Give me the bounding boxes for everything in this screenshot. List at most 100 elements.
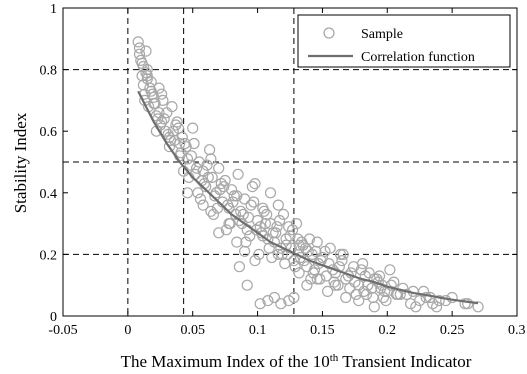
sample-point [459,298,471,310]
sample-point [440,295,452,307]
sample-point [283,221,295,233]
sample-point [358,285,370,297]
sample-point [280,233,292,245]
legend-curve-label: Correlation function [361,50,475,65]
sample-point [336,255,348,267]
sample-point [223,218,235,230]
sample-point [344,282,356,294]
sample-point [306,248,318,260]
sample-point [158,113,170,125]
legend: Sample Correlation function [297,14,511,68]
sample-point [340,291,352,304]
sample-point [237,208,249,220]
sample-point [384,264,396,276]
sample-point [355,264,367,276]
sample-point [181,187,194,199]
axis-ticks [62,7,518,317]
sample-point [250,224,262,236]
sample-point [462,298,474,310]
y-tick-label: 0.6 [40,125,58,140]
sample-point [301,261,313,273]
sample-point [201,159,213,171]
sample-point [301,279,313,291]
sample-point [303,233,316,245]
sample-point [206,171,218,183]
sample-point [215,178,227,190]
sample-point [472,301,484,313]
sample-point [324,242,336,254]
sample-point [288,291,300,304]
x-tick-label: 0.05 [180,323,205,338]
y-tick-label: 0.4 [40,187,58,202]
sample-point [218,181,230,193]
x-tick-label: 0.2 [379,323,397,338]
sample-point [205,153,217,165]
sample-point [363,267,375,279]
sample-point [427,298,439,310]
sample-point [289,261,301,273]
sample-point [249,178,261,190]
sample-point [254,298,266,310]
sample-point [253,248,265,260]
sample-point [193,156,205,168]
sample-point [194,193,207,205]
sample-point [284,230,296,242]
sample-point [233,214,245,227]
sample-point [240,236,252,248]
sample-point [264,218,277,230]
sample-point [259,218,271,230]
sample-point [431,301,443,313]
sample-point [172,122,184,134]
legend-box [297,14,511,68]
sample-point [376,279,388,291]
sample-point [271,221,283,233]
sample-point [227,196,239,208]
sample-point [148,97,160,110]
sample-point [204,144,216,156]
legend-sample-label: Sample [361,27,403,42]
x-tick-label: -0.05 [48,323,77,338]
sample-point [211,202,223,214]
sample-point [153,82,165,94]
sample-point [262,295,274,307]
sample-point [310,245,322,257]
sample-point [241,279,253,291]
sample-point [446,291,458,304]
y-tick-label: 0.2 [40,248,58,263]
sample-point [322,285,334,297]
sample-point [305,273,317,285]
sample-point [233,261,245,273]
sample-point [296,236,308,248]
y-tick-label: 0.8 [40,64,58,79]
y-tick-label: 1 [50,2,57,17]
sample-point [187,122,199,134]
y-axis-label: Stability Index [11,112,30,213]
sample-point [163,131,175,143]
sample-point [275,298,287,310]
sample-point [156,88,168,100]
sample-point [410,301,422,313]
sample-point [232,168,244,180]
sample-point [248,196,260,208]
sample-point [287,224,299,236]
sample-point [231,236,243,248]
x-tick-label: 0.1 [249,323,267,338]
y-tick-label: 0 [50,310,57,325]
sample-point [268,291,280,304]
x-tick-label: 0 [124,323,131,338]
sample-point [292,233,304,245]
x-tick-label: 0.15 [310,323,335,338]
sample-point [137,79,149,91]
axes-box [62,7,518,317]
sample-point [272,248,284,260]
sample-point [231,190,243,202]
sample-point [353,295,365,307]
sample-point [176,131,188,143]
sample-point [188,137,200,150]
sample-point [257,202,269,214]
sample-point [136,57,148,70]
sample-point [264,187,277,199]
sample-point [132,36,144,48]
sample-point [141,70,153,82]
